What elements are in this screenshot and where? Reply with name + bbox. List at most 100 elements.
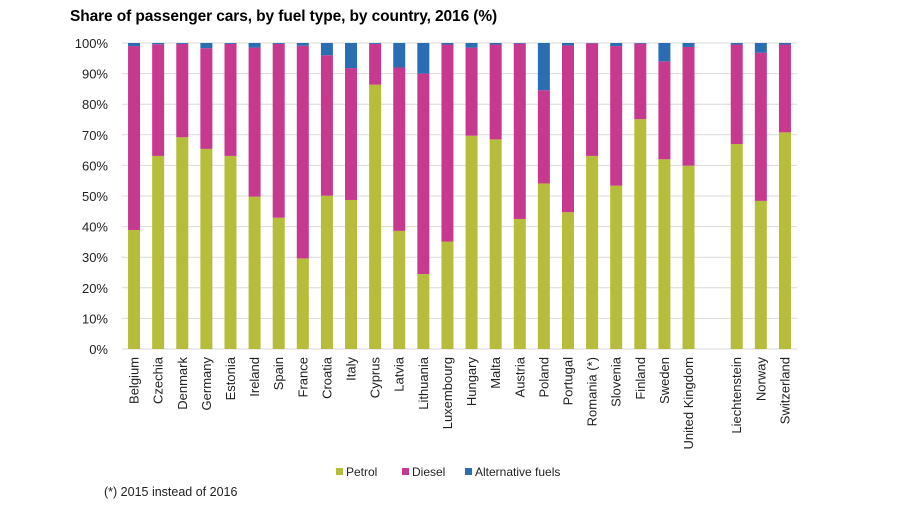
x-tick-label: Finland (633, 357, 648, 400)
bar-diesel (272, 43, 285, 218)
bar-alternative-fuels (200, 43, 213, 49)
bar-alternative-fuels (296, 43, 309, 46)
x-tick-label: Poland (536, 357, 551, 397)
legend-swatch (402, 468, 409, 475)
bar-petrol (296, 258, 309, 349)
bar-alternative-fuels (778, 43, 791, 45)
bar-diesel (610, 46, 623, 186)
bar-alternative-fuels (513, 43, 526, 44)
bar-stack (754, 43, 767, 349)
bar-stack (682, 43, 695, 349)
bar-stack (586, 43, 599, 349)
y-tick-label: 70% (82, 128, 108, 143)
bar-alternative-fuels (417, 43, 430, 74)
bar-stack (393, 43, 406, 349)
bars (128, 43, 791, 349)
bar-petrol (513, 218, 526, 349)
bar-petrol (369, 84, 382, 349)
y-axis: 0% 10% 20% 30% 40% 50% 60% 70% 80% 90% 100% (75, 36, 109, 357)
bar-alternative-fuels (320, 43, 333, 56)
legend-swatch (465, 468, 472, 475)
chart-title: Share of passenger cars, by fuel type, b… (70, 8, 498, 25)
y-tick-label: 20% (82, 281, 108, 296)
bar-stack (152, 43, 165, 349)
bar-diesel (561, 45, 574, 213)
bar-stack (200, 43, 213, 349)
bar-stack (610, 43, 623, 349)
bar-petrol (730, 143, 743, 349)
bar-stack (369, 43, 382, 349)
x-tick-label: United Kingdom (681, 357, 696, 450)
x-tick-label: Luxembourg (440, 357, 455, 429)
gridlines (122, 42, 797, 350)
bar-petrol (152, 155, 165, 349)
legend: Petrol Diesel Alternative fuels (336, 465, 560, 479)
x-tick-label: Slovenia (609, 356, 624, 407)
bar-petrol (465, 135, 478, 349)
bar-petrol (754, 200, 767, 349)
y-tick-label: 90% (82, 67, 108, 82)
bar-alternative-fuels (754, 43, 767, 53)
y-tick-label: 60% (82, 158, 108, 173)
legend-swatch (336, 468, 343, 475)
bar-diesel (128, 46, 141, 230)
x-tick-label: Malta (488, 356, 503, 389)
bar-petrol (345, 199, 358, 349)
bar-petrol (320, 195, 333, 349)
x-tick-label: Spain (271, 357, 286, 390)
bar-petrol (176, 137, 189, 349)
bar-alternative-fuels (730, 43, 743, 45)
y-tick-label: 100% (75, 36, 109, 51)
x-tick-label: Ireland (247, 357, 262, 397)
bar-diesel (296, 45, 309, 259)
bar-alternative-fuels (634, 43, 647, 44)
bar-stack (465, 43, 478, 349)
bar-stack (417, 43, 430, 349)
bar-petrol (248, 196, 261, 349)
x-tick-label: Germany (199, 357, 214, 411)
bar-stack (561, 43, 574, 349)
bar-diesel (224, 43, 237, 156)
y-tick-label: 50% (82, 189, 108, 204)
bar-diesel (369, 43, 382, 85)
legend-label: Diesel (412, 465, 445, 479)
bar-diesel (730, 44, 743, 144)
bar-stack (634, 43, 647, 349)
bar-diesel (441, 44, 454, 242)
legend-label: Alternative fuels (475, 465, 560, 479)
bar-petrol (224, 155, 237, 349)
bar-petrol (441, 241, 454, 349)
bar-petrol (682, 165, 695, 349)
footnote: (*) 2015 instead of 2016 (104, 485, 238, 499)
bar-diesel (634, 43, 647, 120)
bar-stack (658, 43, 671, 349)
bar-diesel (248, 47, 261, 197)
bar-stack (296, 43, 309, 349)
bar-stack (248, 43, 261, 349)
bar-diesel (513, 43, 526, 219)
bar-stack (345, 43, 358, 349)
bar-diesel (345, 68, 358, 200)
x-tick-label: Czechia (151, 356, 166, 404)
bar-alternative-fuels (176, 43, 189, 44)
bar-diesel (489, 44, 502, 140)
y-tick-label: 40% (82, 220, 108, 235)
bar-diesel (754, 52, 767, 201)
bar-alternative-fuels (441, 43, 454, 45)
bar-petrol (634, 119, 647, 349)
bar-diesel (658, 61, 671, 160)
x-tick-label: Lithuania (416, 356, 431, 410)
x-tick-label: Romania (*) (585, 357, 600, 426)
bar-stack (489, 43, 502, 349)
bar-alternative-fuels (369, 43, 382, 44)
bar-petrol (417, 274, 430, 349)
x-tick-label: Portugal (560, 357, 575, 406)
bar-alternative-fuels (393, 43, 406, 68)
bar-petrol (128, 229, 141, 349)
bar-alternative-fuels (561, 43, 574, 46)
y-tick-label: 30% (82, 250, 108, 265)
bar-alternative-fuels (152, 43, 165, 45)
bar-petrol (393, 230, 406, 349)
bar-diesel (586, 43, 599, 156)
